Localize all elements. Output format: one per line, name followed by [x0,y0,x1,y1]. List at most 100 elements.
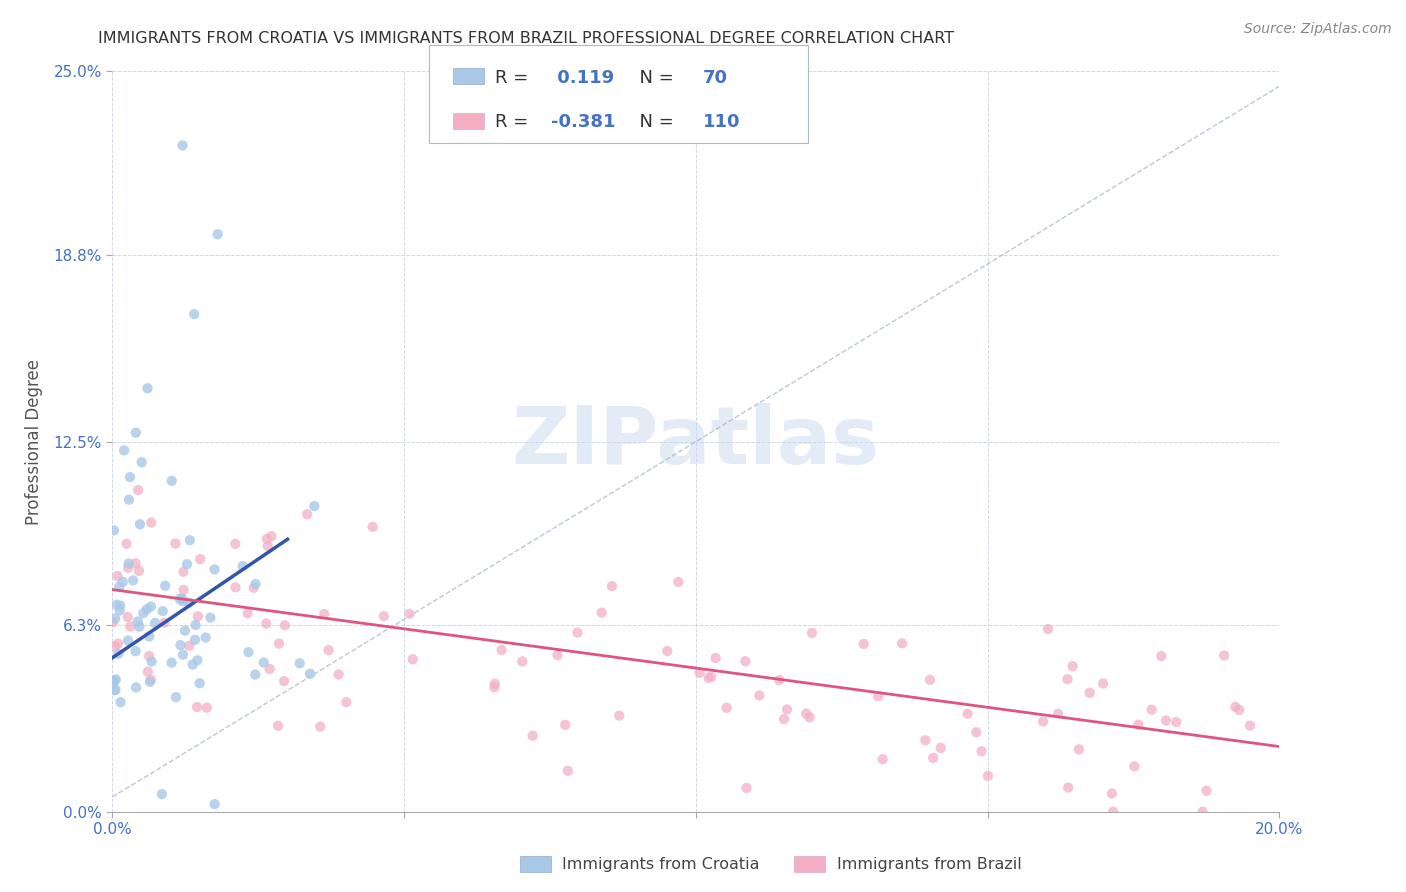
Point [1047,706,1070,721]
Point [200,610,222,624]
Text: N =: N = [628,69,681,87]
Y-axis label: Professional Degree: Professional Degree [24,359,42,524]
Point [1191,805,1213,819]
Point [335,695,357,709]
Point [160,474,183,488]
Text: R =: R = [495,113,534,131]
Point [956,706,979,721]
Point [402,652,425,666]
Point [735,780,758,795]
Point [129,517,152,532]
Text: ZIPatlas: ZIPatlas [512,402,880,481]
Point [183,307,205,321]
Point [1140,703,1163,717]
Point [128,620,150,634]
Point [143,615,166,630]
Text: R =: R = [495,69,534,87]
Point [1102,805,1125,819]
Point [184,618,207,632]
Point [135,602,157,616]
Point [138,648,160,663]
Point [591,606,613,620]
Text: 70: 70 [703,69,728,87]
Point [288,657,311,671]
Point [188,552,211,566]
Point [169,592,191,607]
Point [104,682,127,697]
Point [689,665,711,680]
Point [547,648,569,663]
Point [257,539,280,553]
Point [117,633,139,648]
Point [309,720,332,734]
Point [104,673,127,687]
Point [259,662,281,676]
Point [1092,676,1115,690]
Point [172,591,194,606]
Point [716,700,738,714]
Point [245,577,267,591]
Point [700,670,723,684]
Point [117,557,139,571]
Point [373,609,395,624]
Point [224,537,246,551]
Point [522,729,544,743]
Point [484,677,506,691]
Point [139,599,162,614]
Point [768,673,790,687]
Point [165,536,187,550]
Point [207,227,229,242]
Point [697,671,720,685]
Text: -0.381: -0.381 [551,113,616,131]
Point [107,647,129,661]
Point [600,579,623,593]
Point [177,596,200,610]
Point [153,579,176,593]
Point [103,673,125,688]
Point [115,537,138,551]
Point [136,665,159,679]
Point [108,580,131,594]
Point [186,653,208,667]
Point [104,640,127,654]
Point [204,562,226,576]
Point [328,667,350,681]
Point [567,625,589,640]
Point [918,673,941,687]
Point [172,594,194,608]
Point [1213,648,1236,663]
Point [186,700,208,714]
Point [274,618,297,632]
Point [125,425,148,440]
Point [117,560,139,574]
Point [179,533,201,548]
Point [117,610,139,624]
Point [398,607,420,621]
Point [297,508,319,522]
Point [657,644,679,658]
Point [181,657,204,672]
Point [666,574,689,589]
Text: N =: N = [628,113,681,131]
Point [124,557,146,571]
Point [118,470,141,484]
Point [120,619,142,633]
Point [112,443,135,458]
Point [169,638,191,652]
Point [1225,699,1247,714]
Point [970,744,993,758]
Point [304,499,326,513]
Point [187,609,209,624]
Point [1101,787,1123,801]
Point [554,718,576,732]
Point [773,712,796,726]
Point [132,606,155,620]
Point [103,524,125,538]
Point [891,636,914,650]
Point [704,651,727,665]
Point [1032,714,1054,729]
Point [153,615,176,630]
Point [799,710,821,724]
Point [557,764,579,778]
Point [179,639,201,653]
